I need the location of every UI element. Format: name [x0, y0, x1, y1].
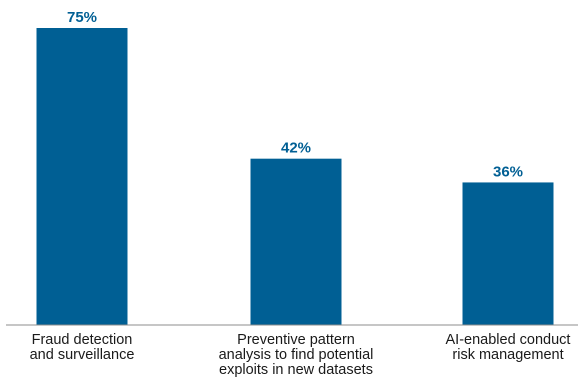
- bar-2: [250, 158, 342, 325]
- value-label-1: 75%: [67, 9, 97, 26]
- category-label-line: AI-enabled conduct: [446, 332, 571, 348]
- category-label-2: Preventive pattern analysis to find poten…: [219, 332, 374, 378]
- category-label-line: and surveillance: [30, 347, 135, 363]
- category-label-line: exploits in new datasets: [219, 362, 373, 378]
- bar-3: [462, 182, 554, 325]
- bars-group: [36, 28, 554, 325]
- category-labels-group: Fraud detection and surveillance Preventiv…: [30, 332, 571, 378]
- bar-1: [36, 28, 128, 325]
- category-label-line: Preventive pattern: [237, 332, 355, 348]
- category-label-1: Fraud detection and surveillance: [30, 332, 135, 363]
- category-label-3: AI-enabled conduct risk management: [446, 332, 571, 363]
- value-label-3: 36%: [493, 163, 523, 180]
- value-label-2: 42%: [281, 140, 311, 157]
- category-label-line: analysis to find potential: [219, 347, 374, 363]
- value-labels-group: 75% 42% 36%: [67, 9, 523, 180]
- category-label-line: risk management: [452, 347, 563, 363]
- category-label-line: Fraud detection: [32, 332, 133, 348]
